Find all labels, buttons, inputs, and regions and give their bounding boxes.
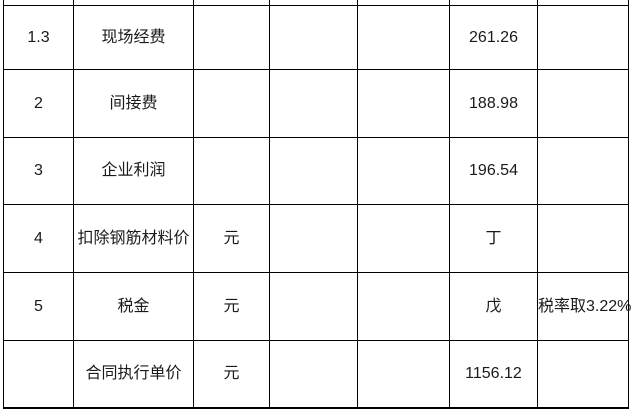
cell-unit: 元 bbox=[193, 340, 270, 409]
cell-item-name: 扣除钢筋材料价 bbox=[73, 204, 194, 273]
cell-serial-number: 3 bbox=[3, 137, 74, 205]
cell-item-name: 合同执行单价 bbox=[73, 340, 194, 409]
cell-serial-number: 2 bbox=[3, 69, 74, 138]
cell-remark bbox=[537, 5, 629, 70]
cell-remark bbox=[537, 340, 629, 409]
cell-amount: 261.26 bbox=[449, 5, 538, 70]
cell-quantity bbox=[269, 137, 358, 205]
cell-item-name: 税金 bbox=[73, 272, 194, 341]
cell-item-name: 企业利润 bbox=[73, 137, 194, 205]
cell-serial-number: 4 bbox=[3, 204, 74, 273]
cell-remark bbox=[537, 69, 629, 138]
cell-unit bbox=[193, 69, 270, 138]
cell-item-name: 现场经费 bbox=[73, 5, 194, 70]
cell-price bbox=[357, 69, 450, 138]
cell-item-name: 间接费 bbox=[73, 69, 194, 138]
cell-amount: 196.54 bbox=[449, 137, 538, 205]
cell-amount: 戊 bbox=[449, 272, 538, 341]
cell-price bbox=[357, 340, 450, 409]
cell-serial-number: 5 bbox=[3, 272, 74, 341]
table-row: 1.3 现场经费 261.26 bbox=[3, 5, 629, 70]
cell-price bbox=[357, 5, 450, 70]
cell-serial-number: 1.3 bbox=[3, 5, 74, 70]
cell-price bbox=[357, 137, 450, 205]
cell-unit: 元 bbox=[193, 204, 270, 273]
table-row: 合同执行单价元 1156.12 bbox=[3, 340, 629, 409]
table-row: 3 企业利润 196.54 bbox=[3, 137, 629, 205]
table-row: 5 税金元 戊税率取3.22% bbox=[3, 272, 631, 341]
cell-serial-number bbox=[3, 340, 74, 409]
cell-quantity bbox=[269, 204, 358, 273]
cell-price bbox=[357, 204, 450, 273]
cell-price bbox=[357, 272, 450, 341]
cost-table-body: 1.3 现场经费 261.26 2 间接费 188.98 3 企业利润 196.54 4 扣除钢筋材… bbox=[3, 0, 631, 409]
cell-remark: 税率取3.22% bbox=[537, 272, 631, 341]
cell-quantity bbox=[269, 5, 358, 70]
cell-unit: 元 bbox=[193, 272, 270, 341]
cell-amount: 1156.12 bbox=[449, 340, 538, 409]
cell-quantity bbox=[269, 340, 358, 409]
table-row: 4 扣除钢筋材料价元 丁 bbox=[3, 204, 629, 273]
cell-unit bbox=[193, 137, 270, 205]
cell-amount: 188.98 bbox=[449, 69, 538, 138]
cell-quantity bbox=[269, 272, 358, 341]
cell-amount: 丁 bbox=[449, 204, 538, 273]
cell-remark bbox=[537, 204, 629, 273]
cell-quantity bbox=[269, 69, 358, 138]
cell-remark bbox=[537, 137, 629, 205]
cell-unit bbox=[193, 5, 270, 70]
cost-table: 1.3 现场经费 261.26 2 间接费 188.98 3 企业利润 196.54 4 扣除钢筋材… bbox=[3, 0, 631, 409]
table-row: 2 间接费 188.98 bbox=[3, 69, 629, 138]
